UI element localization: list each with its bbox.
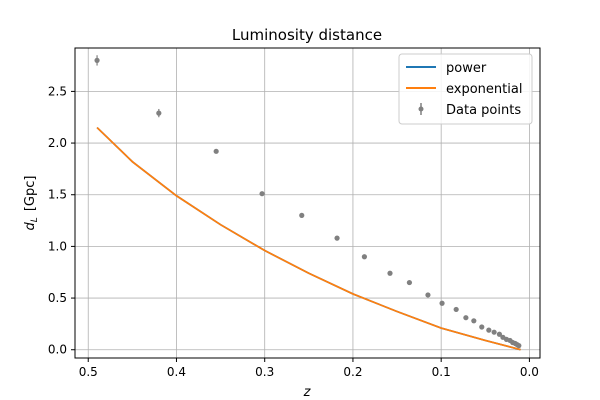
data-point bbox=[334, 235, 340, 241]
data-point bbox=[94, 57, 100, 64]
data-point bbox=[453, 306, 459, 313]
data-point bbox=[496, 331, 503, 337]
data-point bbox=[439, 300, 445, 306]
data-point bbox=[516, 343, 522, 349]
grid-lines bbox=[75, 48, 540, 358]
y-axis-label-subscript: L bbox=[30, 217, 40, 222]
legend-data-points-label: Data points bbox=[446, 103, 521, 118]
data-point bbox=[486, 327, 492, 333]
data-point bbox=[479, 324, 485, 330]
y-tick-label: 1.0 bbox=[48, 239, 67, 253]
data-point bbox=[425, 292, 431, 298]
x-tick-label: 0.4 bbox=[167, 365, 186, 379]
data-point bbox=[259, 191, 265, 197]
series-line-exponential bbox=[96, 126, 521, 351]
data-point bbox=[213, 148, 219, 154]
x-tick-label: 0.0 bbox=[520, 365, 539, 379]
x-tick-label: 0.3 bbox=[255, 365, 274, 379]
data-point bbox=[299, 212, 305, 218]
plot-frame bbox=[74, 47, 541, 359]
y-axis-label-unit: [Gpc] bbox=[23, 176, 38, 212]
data-point bbox=[156, 110, 162, 116]
series-layer bbox=[94, 55, 522, 351]
chart-title: Luminosity distance bbox=[232, 26, 382, 44]
y-axis-label: dL [Gpc] bbox=[23, 176, 40, 231]
y-tick-label: 2.5 bbox=[48, 84, 67, 98]
y-tick-label: 0.0 bbox=[48, 343, 67, 357]
legend-exponential-label: exponential bbox=[446, 82, 522, 97]
data-point bbox=[406, 279, 413, 286]
y-tick-label: 2.0 bbox=[48, 136, 67, 150]
data-point bbox=[361, 254, 368, 260]
data-point bbox=[471, 318, 477, 324]
data-point bbox=[387, 270, 393, 276]
legend-data-points-marker bbox=[418, 106, 424, 112]
x-tick-label: 0.5 bbox=[79, 365, 98, 379]
x-tick-label: 0.2 bbox=[343, 365, 362, 379]
x-tick-label: 0.1 bbox=[432, 365, 451, 379]
y-axis-label-main: d bbox=[23, 221, 38, 230]
y-axis-ticks: 0.0 0.5 1.0 1.5 2.0 2.5 bbox=[48, 84, 75, 357]
x-axis-label: z bbox=[303, 385, 312, 400]
y-tick-label: 0.5 bbox=[48, 291, 67, 305]
y-tick-label: 1.5 bbox=[48, 188, 67, 202]
legend-box bbox=[398, 53, 533, 125]
legend: power exponential Data points bbox=[398, 53, 533, 125]
x-axis-ticks: 0.5 0.4 0.3 0.2 0.1 0.0 bbox=[79, 358, 539, 379]
data-point bbox=[463, 315, 469, 321]
data-point bbox=[491, 329, 497, 335]
legend-power-label: power bbox=[446, 61, 487, 76]
